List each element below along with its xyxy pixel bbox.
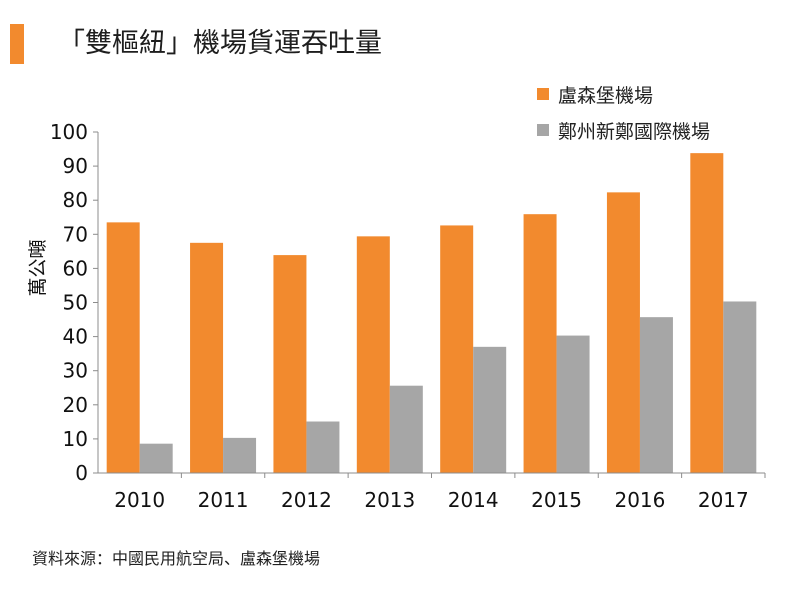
legend-swatch-series-2 — [537, 124, 549, 136]
bar-series-2 — [223, 437, 257, 473]
y-axis-title: 萬公噸 — [27, 239, 49, 296]
y-tick-label: 60 — [63, 256, 88, 280]
legend-label-series-1: 盧森堡機場 — [558, 84, 654, 107]
x-tick-label: 2012 — [281, 488, 332, 512]
bars — [106, 153, 757, 473]
y-tick-label: 30 — [63, 359, 88, 383]
bar-series-1 — [606, 192, 640, 473]
legend-item-series-1: 盧森堡機場 — [537, 76, 710, 112]
title-accent-bar — [10, 24, 24, 64]
x-tick-label: 2010 — [114, 488, 165, 512]
x-tick-label: 2016 — [614, 488, 665, 512]
bar-series-2 — [556, 335, 590, 473]
bar-series-1 — [440, 225, 474, 473]
y-tick-label: 80 — [63, 188, 88, 212]
bar-series-1 — [273, 255, 307, 473]
y-tick-label: 90 — [63, 154, 88, 178]
y-tick-label: 70 — [63, 222, 88, 246]
x-tick-label: 2011 — [198, 488, 249, 512]
bar-series-2 — [723, 301, 757, 473]
legend: 盧森堡機場 鄭州新鄭國際機場 — [537, 76, 710, 148]
x-tick-label: 2015 — [531, 488, 582, 512]
bar-series-1 — [523, 214, 557, 473]
bar-series-1 — [690, 153, 724, 473]
x-tick-label: 2014 — [448, 488, 499, 512]
y-tick-label: 50 — [63, 291, 88, 315]
legend-swatch-series-1 — [537, 88, 549, 100]
bar-series-2 — [306, 421, 340, 473]
x-axis: 2010 2011 2012 2013 2014 2015 2016 2017 — [98, 472, 766, 512]
bar-series-1 — [356, 236, 390, 473]
bar-series-2 — [639, 317, 673, 473]
bar-series-1 — [106, 222, 140, 473]
y-tick-label: 10 — [63, 427, 88, 451]
y-tick-label: 20 — [63, 393, 88, 417]
x-tick-label: 2013 — [364, 488, 415, 512]
x-tick-label: 2017 — [698, 488, 749, 512]
y-axis: 0 10 20 30 40 50 60 70 80 90 100 — [50, 120, 99, 485]
y-tick-label: 0 — [75, 461, 88, 485]
bar-series-2 — [139, 443, 173, 473]
bar-series-1 — [190, 242, 224, 473]
legend-label-series-2: 鄭州新鄭國際機場 — [558, 120, 711, 143]
y-tick-label: 100 — [50, 120, 88, 144]
source-note: 資料來源：中國民用航空局、盧森堡機場 — [32, 549, 321, 568]
y-tick-label: 40 — [63, 325, 88, 349]
legend-item-series-2: 鄭州新鄭國際機場 — [537, 112, 710, 148]
chart-title: 「雙樞紐」機場貨運吞吐量 — [58, 28, 382, 59]
bar-series-2 — [473, 346, 507, 473]
bar-series-2 — [389, 385, 423, 473]
